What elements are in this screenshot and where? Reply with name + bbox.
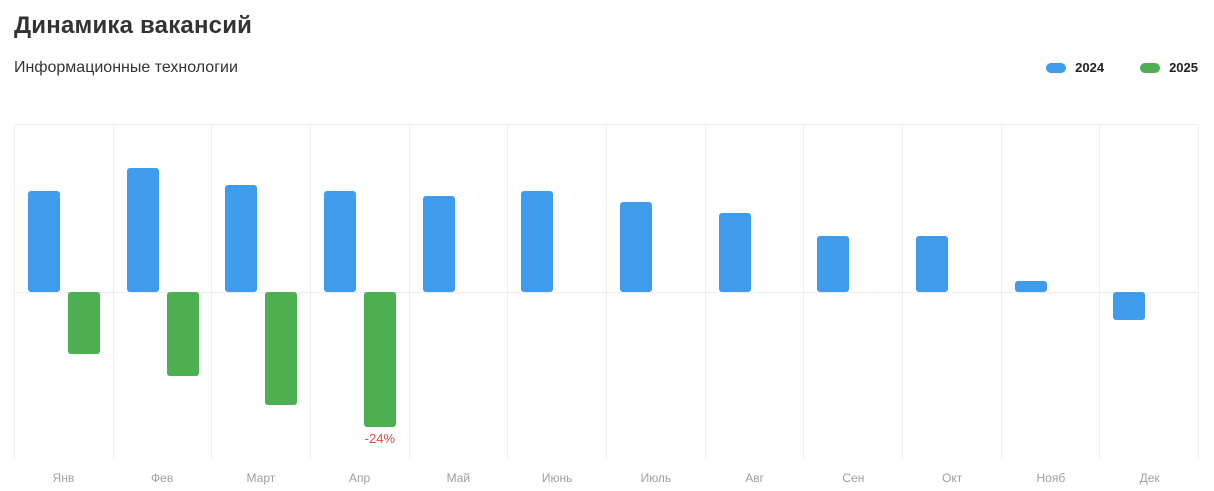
bar-2024-Авг[interactable] bbox=[718, 212, 751, 292]
chart-column-Апр[interactable]: -24% bbox=[310, 125, 409, 458]
legend-item-2025[interactable]: 2025 bbox=[1140, 60, 1198, 75]
page-title: Динамика вакансий bbox=[14, 12, 253, 39]
bar-2024-Май[interactable] bbox=[422, 195, 455, 292]
chart-legend: 2024 2025 bbox=[1046, 60, 1198, 75]
chart-column-Авг[interactable] bbox=[704, 125, 804, 458]
bar-chart: -24% Янв Фев Март Апр Май Июнь Июль Авг Сен Окт Но… bbox=[14, 124, 1200, 485]
legend-swatch-2024 bbox=[1046, 62, 1067, 73]
x-axis-labels: Янв Фев Март Апр Май Июнь Июль Авг Сен Окт Нояб Дек bbox=[14, 458, 1199, 485]
bar-2024-Апр[interactable] bbox=[323, 190, 356, 292]
chart-column-Март[interactable] bbox=[211, 125, 310, 458]
bar-2024-Янв[interactable] bbox=[27, 190, 60, 292]
legend-label-2024: 2024 bbox=[1075, 60, 1105, 75]
x-axis-tick-Авг: Авг bbox=[745, 471, 764, 485]
bar-2024-Нояб[interactable] bbox=[1014, 280, 1047, 292]
legend-item-2024[interactable]: 2024 bbox=[1046, 60, 1104, 75]
bar-2024-Сен[interactable] bbox=[817, 235, 850, 292]
x-axis-tick-Дек: Дек bbox=[1139, 471, 1160, 485]
chart-column-Июль[interactable] bbox=[606, 125, 705, 458]
chart-header: Динамика вакансий Информационные техноло… bbox=[0, 0, 1214, 78]
x-axis-tick-Март: Март bbox=[246, 471, 276, 485]
bar-2025-Янв[interactable] bbox=[67, 291, 100, 354]
x-axis-tick-Нояб: Нояб bbox=[1036, 471, 1066, 485]
chart-column-Фев[interactable] bbox=[112, 125, 212, 458]
x-axis-tick-Сен: Сен bbox=[842, 471, 865, 485]
chart-column-Дек[interactable] bbox=[1099, 125, 1200, 458]
chart-column-Янв[interactable] bbox=[14, 125, 113, 458]
bar-value-label: -24% bbox=[364, 430, 396, 446]
x-axis-tick-Окт: Окт bbox=[942, 471, 963, 485]
chart-column-Июнь[interactable] bbox=[507, 125, 606, 458]
bar-2024-Июнь[interactable] bbox=[521, 190, 554, 292]
x-axis-tick-Июль: Июль bbox=[640, 471, 672, 485]
bar-2024-Окт[interactable] bbox=[915, 235, 948, 292]
bar-2024-Фев[interactable] bbox=[126, 167, 159, 292]
bar-2025-Март[interactable] bbox=[265, 291, 298, 405]
bar-2025-Апр[interactable] bbox=[363, 291, 396, 427]
chart-column-Нояб[interactable] bbox=[1000, 125, 1100, 458]
chart-column-Окт[interactable] bbox=[902, 125, 1001, 458]
chart-subtitle: Информационные технологии bbox=[14, 59, 238, 76]
bar-2025-Фев[interactable] bbox=[166, 291, 199, 376]
bar-2024-Март[interactable] bbox=[225, 184, 258, 292]
chart-column-Май[interactable] bbox=[408, 125, 508, 458]
legend-label-2025: 2025 bbox=[1169, 60, 1198, 75]
legend-swatch-2025 bbox=[1140, 62, 1161, 73]
x-axis-tick-Фев: Фев bbox=[151, 471, 174, 485]
bar-2024-Дек[interactable] bbox=[1113, 291, 1146, 320]
x-axis-tick-Янв: Янв bbox=[52, 471, 75, 485]
plot-area: -24% bbox=[14, 124, 1200, 458]
x-axis-tick-Июнь: Июнь bbox=[541, 471, 573, 485]
x-axis-tick-Май: Май bbox=[446, 471, 471, 485]
bar-2024-Июль[interactable] bbox=[619, 201, 652, 292]
chart-column-Сен[interactable] bbox=[803, 125, 902, 458]
x-axis-tick-Апр: Апр bbox=[349, 471, 371, 485]
